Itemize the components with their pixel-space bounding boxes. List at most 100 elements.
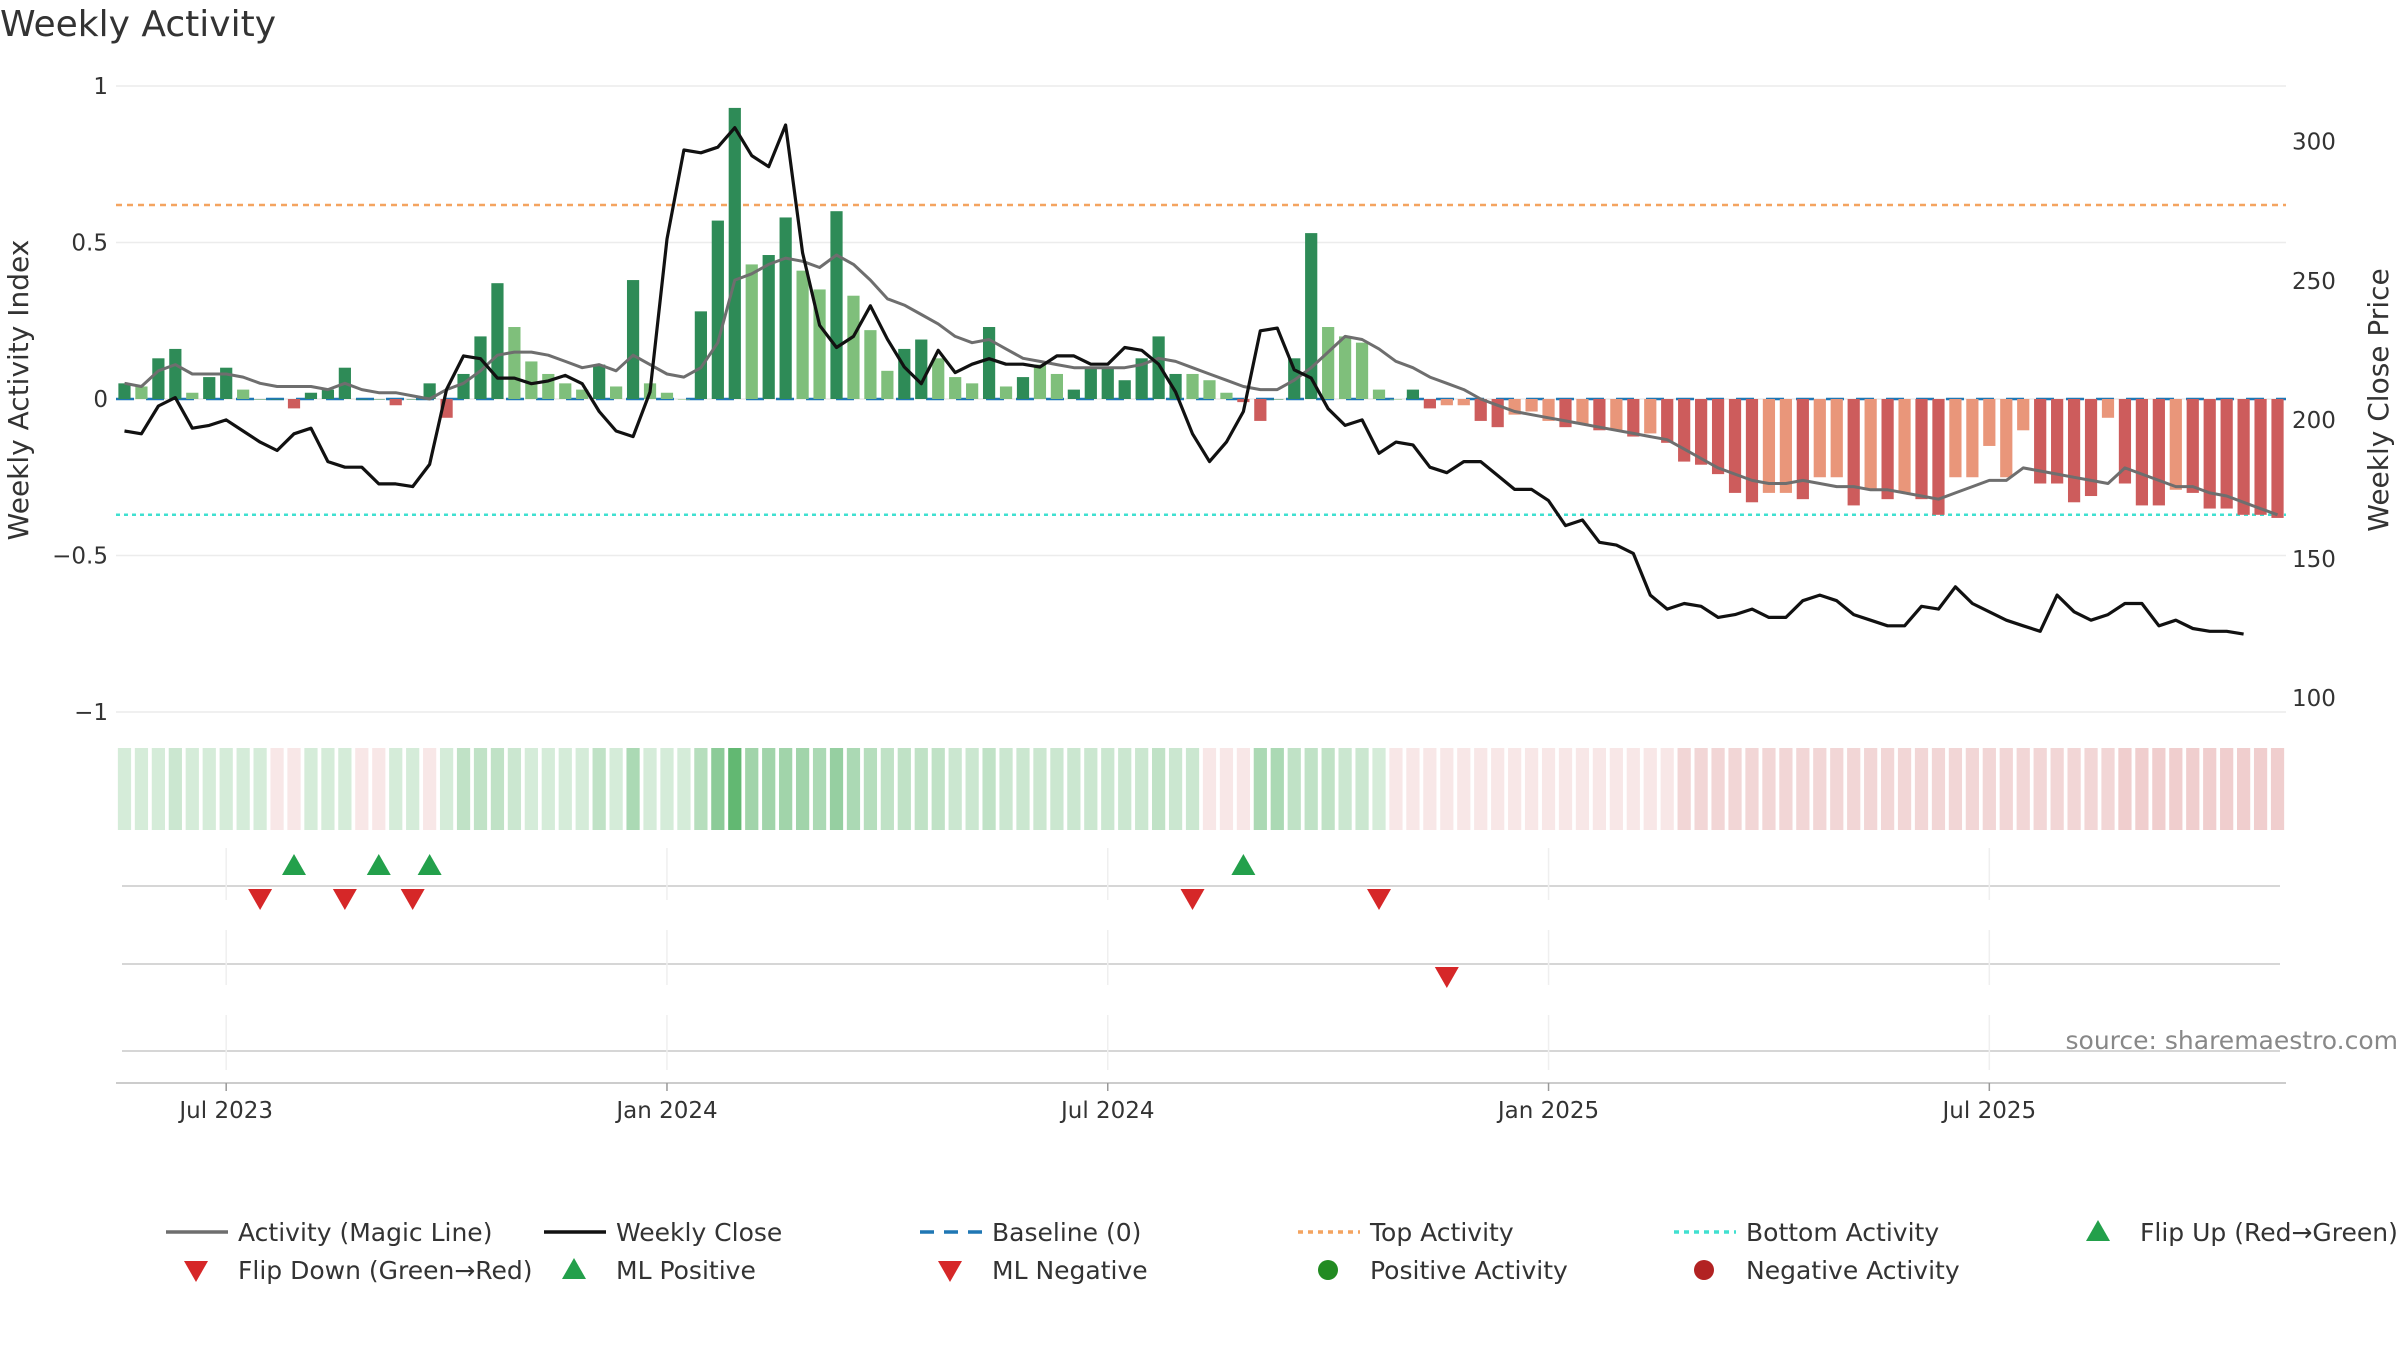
activity-bar — [1576, 399, 1589, 425]
activity-bar — [508, 327, 521, 399]
y-left-tick-label: 1 — [93, 74, 108, 100]
activity-bar — [1135, 358, 1148, 399]
activity-bar — [966, 383, 979, 399]
activity-bar — [169, 348, 182, 399]
legend-swatch-circle — [1694, 1260, 1714, 1280]
activity-bar — [457, 373, 470, 399]
strip-cell — [1491, 748, 1505, 830]
strip-cell — [2118, 748, 2132, 830]
legend-swatch-triangle — [184, 1261, 208, 1282]
activity-bar — [1271, 399, 1284, 400]
activity-bar — [2271, 399, 2284, 518]
legend: Activity (Magic Line) Weekly Close Baselin… — [166, 1218, 2398, 1285]
legend-label: Bottom Activity — [1746, 1218, 1939, 1247]
strip-cell — [1575, 748, 1590, 830]
activity-bar — [915, 339, 928, 399]
axes-layer: 1 0.5 0 −0.5 −1 300 250 200 150 100 Jul 2023 Jan 20… — [52, 74, 2336, 1124]
activity-bar — [406, 399, 419, 400]
legend-label: Negative Activity — [1746, 1256, 1960, 1285]
activity-bar — [830, 211, 843, 399]
y-left-tick-label: 0 — [93, 387, 108, 413]
activity-bar — [626, 280, 640, 399]
flip-down-marker — [400, 889, 425, 910]
strip-cell — [999, 748, 1013, 830]
activity-bar — [576, 389, 589, 399]
strip-cell — [931, 748, 945, 830]
strip-cell — [1864, 748, 1878, 830]
activity-bar — [304, 392, 318, 399]
activity-bar — [1762, 399, 1776, 493]
activity-bar — [2067, 399, 2081, 503]
strip-cell — [1762, 748, 1776, 830]
legend-swatch-triangle — [562, 1258, 586, 1279]
strip-cell — [1965, 748, 1979, 830]
y-axis-left-title: Weekly Activity Index — [2, 240, 35, 541]
activity-bar — [1779, 399, 1792, 493]
activity-bar — [610, 386, 623, 399]
strip-cell — [1796, 748, 1810, 830]
activity-bar — [1254, 399, 1267, 421]
strip-cell — [2033, 748, 2047, 830]
legend-swatch-triangle — [938, 1261, 962, 1282]
legend-label: ML Positive — [616, 1256, 756, 1285]
strip-cell — [1338, 748, 1352, 830]
y-right-tick-label: 100 — [2292, 686, 2336, 712]
activity-bar — [1457, 399, 1470, 406]
magic-line-series — [124, 253, 2279, 517]
activity-bar — [796, 270, 809, 399]
activity-bar — [1898, 399, 1911, 493]
activity-bar — [1949, 399, 1962, 478]
strip-cell — [829, 748, 844, 830]
activity-bar — [1830, 399, 1843, 478]
activity-bar — [1050, 373, 1064, 399]
activity-bar — [1881, 399, 1894, 500]
activity-bar — [779, 217, 792, 399]
strip-cell — [287, 748, 301, 830]
activity-bar — [864, 330, 877, 399]
strip-cell — [1253, 748, 1267, 830]
activity-bar — [593, 364, 606, 399]
activity-bar — [711, 220, 724, 399]
strip-cell — [1541, 748, 1556, 830]
strip-cell — [2050, 748, 2064, 830]
strip-cell — [1880, 748, 1895, 830]
strip-cell — [982, 748, 996, 830]
activity-bar — [1474, 399, 1487, 421]
strip-cell — [321, 748, 335, 830]
strip-cell — [1067, 748, 1081, 830]
activity-bar — [1932, 399, 1945, 515]
strip-cell — [2152, 748, 2166, 830]
activity-bar — [1440, 399, 1453, 406]
strip-cell — [1457, 748, 1471, 830]
legend-label: Flip Up (Red→Green) — [2140, 1218, 2398, 1247]
strip-cell — [2253, 748, 2268, 830]
x-tick-label: Jan 2024 — [614, 1098, 717, 1124]
strip-cell — [439, 748, 454, 830]
activity-bar — [1847, 399, 1860, 506]
strip-cell — [1152, 748, 1166, 830]
activity-bar — [2101, 399, 2115, 418]
flip-down-marker — [1180, 889, 1205, 910]
strip-cell — [880, 748, 894, 830]
activity-bar — [1118, 380, 1131, 399]
strip-cell — [338, 748, 352, 830]
strip-cell — [1745, 748, 1759, 830]
strip-cell — [1219, 748, 1234, 830]
strip-cell — [1101, 748, 1115, 830]
strip-cell — [1660, 748, 1674, 830]
strip-cell — [2220, 748, 2234, 830]
strip-cell — [643, 748, 657, 830]
strip-cell — [219, 748, 233, 830]
strip-cell — [694, 748, 708, 830]
strip-cell — [914, 748, 928, 830]
strip-cell — [1847, 748, 1861, 830]
activity-bar — [1864, 399, 1877, 490]
activity-bar — [474, 336, 487, 399]
activity-bar — [999, 386, 1013, 399]
y-left-tick-label: −0.5 — [52, 544, 108, 570]
legend-label: Flip Down (Green→Red) — [238, 1256, 533, 1285]
strip-cell — [507, 748, 522, 830]
flip-down-marker — [332, 889, 357, 910]
flip-up-marker — [417, 854, 442, 875]
activity-bar — [389, 399, 402, 406]
